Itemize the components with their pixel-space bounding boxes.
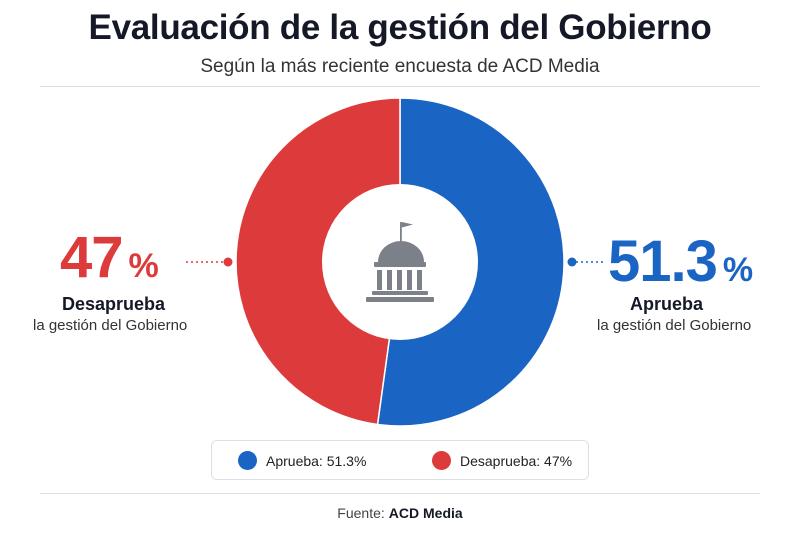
approve-percentage: 51.3% bbox=[608, 233, 753, 291]
chart-legend: Aprueba: 51.3% Desaprueba: 47% bbox=[211, 440, 589, 480]
approve-label: Aprueba bbox=[630, 294, 704, 314]
approve-value: 51.3 bbox=[608, 229, 718, 294]
legend-swatch-approve bbox=[238, 451, 257, 470]
bottom-divider bbox=[40, 493, 760, 494]
left-connector-dot bbox=[223, 257, 233, 267]
source-line: Fuente: ACD Media bbox=[0, 505, 800, 521]
disapprove-sublabel: la gestión del Gobierno bbox=[33, 317, 188, 334]
disapprove-percentage: 47% bbox=[60, 229, 159, 287]
legend-label-approve: Aprueba: 51.3% bbox=[266, 452, 367, 469]
approve-unit: % bbox=[722, 251, 754, 289]
source-label: Fuente: bbox=[337, 505, 385, 521]
chart-subtitle: Según la más reciente encuesta de ACD Me… bbox=[200, 56, 600, 77]
legend-item-approve: Aprueba: 51.3% bbox=[238, 451, 366, 470]
source-value: ACD Media bbox=[388, 505, 463, 521]
disapprove-label: Desaprueba bbox=[62, 294, 166, 314]
government-building-icon bbox=[366, 222, 434, 302]
right-connector-dot bbox=[567, 257, 577, 267]
top-divider bbox=[40, 86, 760, 87]
disapprove-unit: % bbox=[128, 247, 159, 285]
chart-title: Evaluación de la gestión del Gobierno bbox=[88, 8, 712, 47]
legend-swatch-disapprove bbox=[432, 451, 451, 470]
approve-sublabel: la gestión del Gobierno bbox=[597, 317, 752, 334]
legend-item-disapprove: Desaprueba: 47% bbox=[432, 451, 572, 470]
legend-label-disapprove: Desaprueba: 47% bbox=[460, 452, 573, 469]
donut-slice-desaprueba bbox=[235, 97, 401, 426]
disapprove-value: 47 bbox=[60, 225, 124, 290]
